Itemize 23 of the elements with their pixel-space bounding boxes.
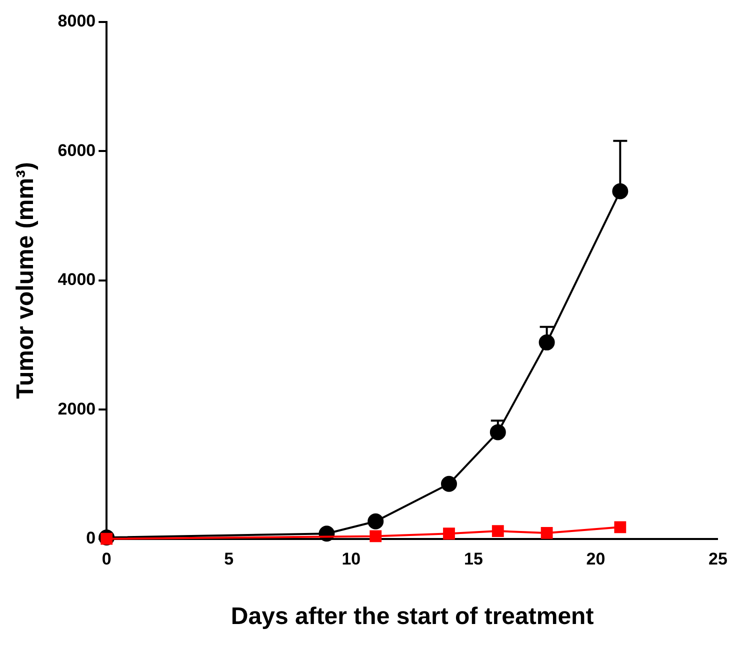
x-tick-label: 0 bbox=[102, 550, 112, 569]
point bbox=[370, 530, 382, 542]
x-tick-label: 10 bbox=[342, 550, 361, 569]
x-tick-label: 15 bbox=[464, 550, 483, 569]
x-tick-label: 5 bbox=[224, 550, 234, 569]
point bbox=[492, 525, 504, 537]
y-tick-label: 6000 bbox=[58, 140, 96, 160]
x-tick-label: 20 bbox=[586, 550, 606, 569]
point bbox=[440, 476, 457, 492]
y-tick-label: 8000 bbox=[58, 12, 96, 31]
point bbox=[490, 424, 506, 440]
y-axis-title: Tumor volume (mm³) bbox=[12, 162, 40, 399]
point bbox=[612, 183, 628, 200]
y-tick-label: 2000 bbox=[58, 399, 96, 418]
point bbox=[538, 334, 555, 350]
point bbox=[614, 521, 626, 534]
point bbox=[443, 528, 455, 540]
x-axis-title: Days after the start of treatment bbox=[230, 603, 594, 630]
y-tick-label: 0 bbox=[86, 528, 96, 548]
y-tick-label: 4000 bbox=[58, 270, 96, 290]
point bbox=[368, 513, 384, 530]
point bbox=[540, 527, 553, 539]
x-tick-label: 25 bbox=[708, 550, 728, 569]
